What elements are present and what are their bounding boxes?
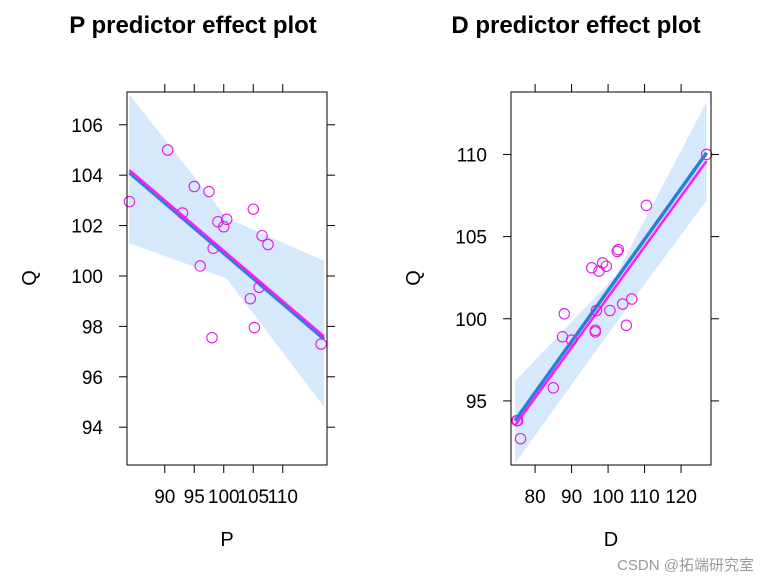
p-data-point xyxy=(188,180,201,193)
d-fit-line xyxy=(513,151,709,422)
p-data-point xyxy=(262,238,274,251)
p-confidence-band xyxy=(129,94,325,407)
d-x-tick-label: 80 xyxy=(525,487,546,508)
d-data-point xyxy=(600,260,613,272)
p-y-tick-label: 102 xyxy=(71,217,103,238)
p-x-tick-label: 95 xyxy=(184,487,205,508)
d-data-point xyxy=(590,304,603,317)
p-data-point xyxy=(206,331,218,344)
p-data-point xyxy=(315,338,327,350)
p-x-tick-label: 105 xyxy=(237,487,269,508)
d-data-point xyxy=(585,262,598,274)
p-x-tick-label: 110 xyxy=(268,487,298,508)
d-x-tick-label: 90 xyxy=(561,487,582,508)
d-data-point xyxy=(565,334,578,346)
d-alt-fit-line xyxy=(514,160,708,427)
p-fit-line xyxy=(128,171,326,341)
p-confidence-band-group xyxy=(129,94,325,407)
d-y-tick-label: 100 xyxy=(455,310,487,331)
d-confidence-band xyxy=(515,101,707,464)
p-data-point xyxy=(253,281,265,294)
p-plot-title: P predictor effect plot xyxy=(69,12,317,39)
d-y-axis-label: Q xyxy=(403,270,425,286)
d-data-point xyxy=(547,382,560,394)
p-y-axis-label: Q xyxy=(19,270,41,286)
watermark-text: CSDN @拓端研究室 xyxy=(617,557,754,574)
p-y-tick-label: 96 xyxy=(82,368,103,389)
d-confidence-band-group xyxy=(515,101,707,464)
d-y-tick-label: 110 xyxy=(457,145,487,166)
d-x-tick-label: 100 xyxy=(592,487,624,508)
p-data-point xyxy=(203,185,215,198)
d-data-point xyxy=(612,243,625,256)
p-data-point xyxy=(161,144,174,156)
p-data-point xyxy=(218,221,230,233)
p-y-tick-label: 98 xyxy=(82,317,103,338)
d-fit-lines xyxy=(513,151,709,427)
p-data-points xyxy=(123,144,327,350)
p-y-tick-label: 94 xyxy=(82,418,104,439)
p-data-point xyxy=(256,229,268,242)
d-x-tick-label: 120 xyxy=(665,487,697,508)
d-data-point xyxy=(611,245,623,258)
p-data-point xyxy=(176,207,189,219)
d-data-point xyxy=(626,293,638,305)
d-data-point xyxy=(616,298,629,310)
d-x-axis-label: D xyxy=(604,529,618,551)
p-data-point xyxy=(123,195,136,208)
d-data-point xyxy=(589,324,602,337)
p-x-axis-label: P xyxy=(220,529,233,551)
p-data-point xyxy=(207,242,219,255)
d-data-point xyxy=(558,308,571,320)
p-data-point xyxy=(247,203,260,215)
p-y-tick-label: 104 xyxy=(71,166,103,187)
d-data-point xyxy=(640,199,653,212)
d-data-point xyxy=(514,432,527,445)
d-data-point xyxy=(596,257,609,269)
d-data-point xyxy=(604,304,616,317)
p-x-tick-label: 100 xyxy=(208,487,240,508)
p-fit-lines xyxy=(128,169,326,341)
d-data-point xyxy=(511,414,524,427)
p-data-point xyxy=(220,213,233,226)
p-alt-fit-line xyxy=(128,169,325,338)
d-x-tick-label: 110 xyxy=(629,487,659,508)
p-data-point xyxy=(194,260,206,272)
p-y-tick-label: 106 xyxy=(71,116,103,137)
p-y-tick-label: 100 xyxy=(71,267,103,288)
p-x-tick-label: 90 xyxy=(154,487,175,508)
p-data-point xyxy=(244,292,257,305)
d-plot-title: D predictor effect plot xyxy=(451,12,700,39)
p-data-point xyxy=(248,321,261,334)
d-y-tick-label: 95 xyxy=(466,392,487,413)
p-plot-frame xyxy=(126,91,328,466)
d-y-tick-label: 105 xyxy=(455,228,487,249)
d-data-point xyxy=(620,319,633,332)
d-plot-frame xyxy=(510,91,712,466)
d-data-points xyxy=(511,148,713,445)
